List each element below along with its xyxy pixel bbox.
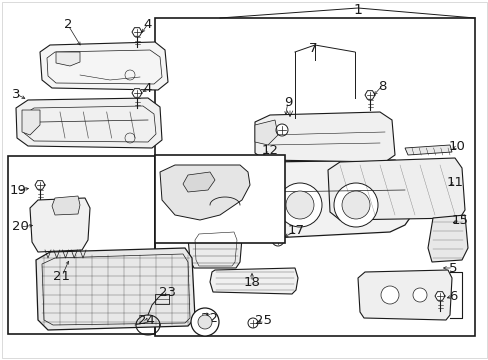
Text: 6: 6 [448,289,456,302]
Polygon shape [40,42,168,90]
Polygon shape [35,181,45,189]
Circle shape [278,183,321,227]
Circle shape [275,124,287,136]
Text: 24: 24 [137,315,154,328]
Polygon shape [427,215,467,262]
Polygon shape [52,196,80,215]
Polygon shape [254,120,278,145]
Text: 11: 11 [446,176,463,189]
Text: 1: 1 [353,3,362,17]
Polygon shape [254,112,394,162]
Polygon shape [160,165,249,220]
Bar [155,18,474,336]
Polygon shape [254,160,411,238]
Polygon shape [56,52,80,66]
Polygon shape [30,198,90,252]
Text: 10: 10 [447,140,465,153]
Polygon shape [364,91,374,99]
Text: 4: 4 [143,82,152,95]
Text: 17: 17 [287,225,304,238]
Polygon shape [209,268,297,294]
Polygon shape [16,98,162,148]
Polygon shape [434,292,444,300]
Circle shape [198,315,212,329]
Circle shape [380,286,398,304]
Text: 25: 25 [254,314,271,327]
Circle shape [209,213,220,223]
Polygon shape [357,270,451,320]
Text: 8: 8 [377,80,386,93]
Text: 3: 3 [12,87,20,100]
Text: 12: 12 [261,144,278,157]
Text: 9: 9 [283,95,292,108]
Text: 20: 20 [12,220,28,234]
Circle shape [285,191,313,219]
Circle shape [191,308,219,336]
Bar [155,294,169,304]
Text: 5: 5 [448,261,456,274]
Bar [8,156,155,334]
Circle shape [333,183,377,227]
Text: 2: 2 [63,18,72,31]
Polygon shape [36,248,195,330]
Text: 7: 7 [308,41,317,54]
Circle shape [247,318,258,328]
Text: 14: 14 [191,170,208,183]
Text: 23: 23 [159,287,176,300]
Text: 19: 19 [10,184,26,197]
Text: 13: 13 [196,189,213,202]
Circle shape [271,234,284,246]
Circle shape [412,288,426,302]
Polygon shape [132,89,142,97]
Text: 15: 15 [450,213,468,226]
Polygon shape [132,28,142,36]
Bar [155,155,285,243]
Text: 21: 21 [53,270,70,283]
Circle shape [341,191,369,219]
Text: 22: 22 [201,311,218,324]
Polygon shape [187,228,242,268]
Text: 4: 4 [143,18,152,31]
Polygon shape [404,145,451,155]
Text: 16: 16 [175,225,192,238]
Polygon shape [183,172,215,192]
Text: 18: 18 [243,275,260,288]
Polygon shape [327,158,464,220]
Polygon shape [22,110,40,135]
